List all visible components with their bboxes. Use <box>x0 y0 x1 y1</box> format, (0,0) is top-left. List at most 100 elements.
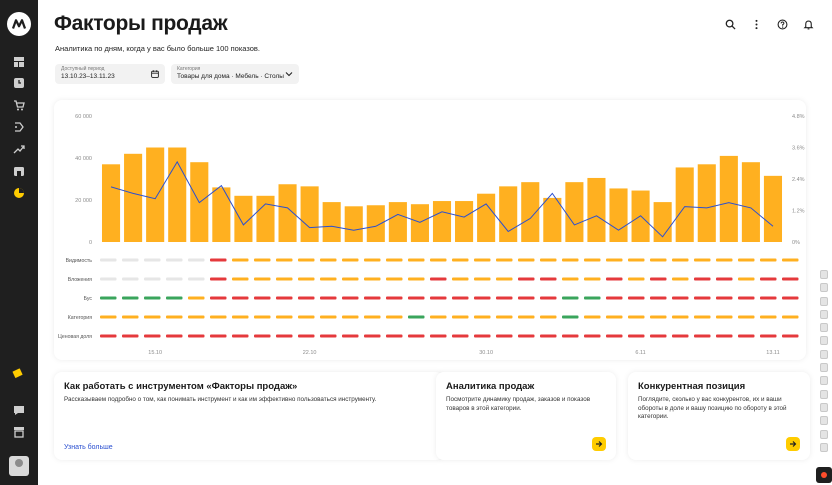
x-tick-label: 22.10 <box>303 350 317 356</box>
competitive-position-title: Конкурентная позиция <box>638 381 746 392</box>
factor-segment <box>650 334 667 338</box>
avatar[interactable] <box>9 456 29 476</box>
factor-segment <box>254 277 271 281</box>
chat-icon[interactable] <box>12 403 26 417</box>
store-icon[interactable] <box>12 164 26 178</box>
rail-icon[interactable] <box>820 429 828 439</box>
factor-segment <box>342 315 359 319</box>
x-tick-label: 13.11 <box>766 350 779 356</box>
rail-icon[interactable] <box>820 323 828 333</box>
factor-segment <box>694 277 711 281</box>
rail-icon[interactable] <box>820 402 828 412</box>
sales-analytics-title: Аналитика продаж <box>446 381 535 392</box>
bar <box>763 175 783 242</box>
factor-segment <box>188 296 205 300</box>
factor-segment <box>738 258 755 262</box>
factor-segment <box>408 315 425 319</box>
factor-segment <box>166 334 183 338</box>
factor-segment <box>254 258 271 262</box>
bar <box>565 182 584 242</box>
learn-more-link[interactable]: Узнать больше <box>64 444 113 451</box>
factor-segment <box>474 277 491 281</box>
trend-up-icon[interactable] <box>12 142 26 156</box>
factor-segment <box>694 258 711 262</box>
factor-segment <box>364 277 381 281</box>
y-right-tick-label: 3.6% <box>792 146 805 152</box>
factor-segment <box>496 334 513 338</box>
factor-segment <box>584 258 601 262</box>
market-logo[interactable] <box>7 12 31 36</box>
rail-icon[interactable] <box>820 283 828 293</box>
bell-icon[interactable] <box>802 18 814 30</box>
clock-icon[interactable] <box>12 76 26 90</box>
period-filter[interactable]: Доступный период 13.10.23–13.11.23 <box>55 64 165 84</box>
factor-segment <box>672 258 689 262</box>
factor-segment <box>386 258 403 262</box>
factor-segment <box>672 315 689 319</box>
factor-segment <box>254 296 271 300</box>
factor-segment <box>452 315 469 319</box>
sales-analytics-card[interactable]: Аналитика продаж Посмотрите динамику про… <box>436 372 616 460</box>
factor-segment <box>738 277 755 281</box>
factor-segment <box>188 334 205 338</box>
factor-segment <box>518 277 535 281</box>
factor-segment <box>584 277 601 281</box>
factor-segment <box>320 334 337 338</box>
factor-segment <box>122 315 139 319</box>
competitive-position-card[interactable]: Конкурентная позиция Поглядите, сколько … <box>628 372 810 460</box>
factor-segment <box>782 296 799 300</box>
dashboard-icon[interactable] <box>12 55 26 69</box>
rail-icon[interactable] <box>820 309 828 319</box>
factor-segment <box>320 258 337 262</box>
factor-segment <box>452 296 469 300</box>
rail-icon[interactable] <box>820 389 828 399</box>
bar <box>543 197 562 242</box>
factor-segment <box>342 277 359 281</box>
rail-icon[interactable] <box>820 376 828 386</box>
factor-segment <box>166 315 183 319</box>
factor-segment <box>210 315 227 319</box>
factor-segment <box>408 334 425 338</box>
rail-icon[interactable] <box>820 336 828 346</box>
factor-segment <box>540 277 557 281</box>
bar <box>455 201 474 242</box>
factor-segment <box>100 258 117 262</box>
rail-icon[interactable] <box>820 349 828 359</box>
factor-segment <box>716 296 733 300</box>
assistant-button[interactable] <box>816 467 832 483</box>
help-card[interactable]: Как работать с инструментом «Факторы про… <box>54 372 444 460</box>
rail-icon[interactable] <box>820 270 828 279</box>
factor-segment <box>386 277 403 281</box>
factor-segment <box>430 296 447 300</box>
factor-segment <box>760 258 777 262</box>
arrow-right-icon[interactable] <box>592 437 606 451</box>
rail-icon[interactable] <box>820 416 828 426</box>
chart-card: 0 20 000 40 000 60 000 0% 1.2% 2.4% 3.6% 4.8% Вид… <box>54 100 806 360</box>
factor-segment <box>562 296 579 300</box>
arrow-right-icon[interactable] <box>786 437 800 451</box>
category-filter[interactable]: Категория Товары для дома · Мебель · Сто… <box>171 64 299 84</box>
delivery-icon[interactable] <box>12 120 26 134</box>
factor-segment <box>188 277 205 281</box>
factor-segment <box>782 315 799 319</box>
rail-icon[interactable] <box>820 363 828 373</box>
factor-segment <box>408 277 425 281</box>
factor-segment <box>298 258 315 262</box>
ticket-icon <box>11 366 24 380</box>
factor-segment <box>518 258 535 262</box>
more-icon[interactable] <box>750 18 762 30</box>
bar <box>477 193 496 242</box>
factor-segment <box>342 296 359 300</box>
bar <box>410 204 429 242</box>
shop-icon[interactable] <box>12 425 26 439</box>
factor-segment <box>100 334 117 338</box>
factor-segment <box>452 277 469 281</box>
help-icon[interactable] <box>776 18 788 30</box>
factor-segment <box>474 315 491 319</box>
pie-chart-icon[interactable] <box>12 186 26 200</box>
rail-icon[interactable] <box>820 296 828 306</box>
rail-icon[interactable] <box>820 442 828 452</box>
search-icon[interactable] <box>724 18 736 30</box>
factor-segment <box>144 258 161 262</box>
cart-icon[interactable] <box>12 98 26 112</box>
